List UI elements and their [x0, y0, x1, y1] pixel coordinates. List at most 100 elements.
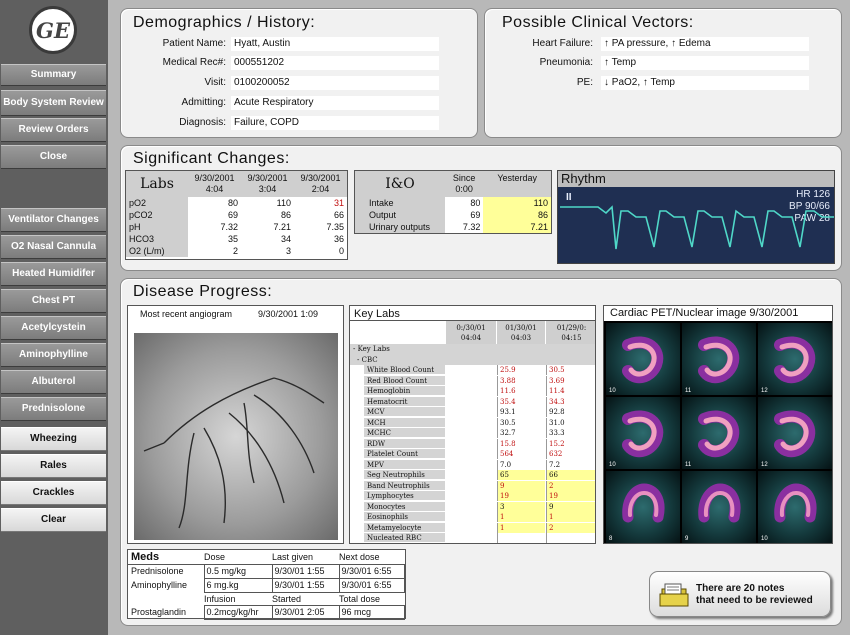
lab-value: 3 — [285, 246, 291, 256]
key-labs-col-date: 01/30/01 — [505, 324, 537, 332]
key-lab-name: Metamyelocyte — [364, 522, 445, 533]
key-lab-value: 92.8 — [546, 407, 595, 417]
med-dose: 0.5 mg/kg — [203, 563, 273, 579]
key-lab-row[interactable]: MPV 7.0 7.2 — [350, 459, 595, 471]
labs-col-date: 9/30/2001 — [194, 173, 235, 183]
myocardium-scan-icon — [622, 410, 664, 458]
key-lab-name: MCV — [364, 407, 445, 417]
key-lab-row[interactable]: Lymphocytes 19 19 — [350, 491, 595, 502]
key-labs-group[interactable]: - Key Labs — [350, 344, 595, 355]
notes-review-button[interactable]: There are 20 notes that need to be revie… — [649, 571, 831, 617]
key-lab-row[interactable]: Eosinophils 1 1 — [350, 512, 595, 523]
io-table: I&O Since 0:00 Yesterday Intake 80 110 Ou… — [354, 170, 552, 234]
labs-row-o2: O2 (L/m) 2 3 0 — [126, 245, 347, 257]
albuterol-button[interactable]: Albuterol — [1, 370, 106, 394]
lab-value: 7.35 — [326, 222, 344, 232]
key-lab-value: 19 — [497, 491, 545, 501]
patient-name-value: Hyatt, Austin — [231, 37, 439, 51]
pet-tile-label: 10 — [609, 462, 616, 468]
lab-name: pO2 — [126, 197, 188, 209]
key-lab-row[interactable]: MCHC 32.7 33.3 — [350, 428, 595, 439]
io-since-header: Since — [452, 173, 476, 183]
review-orders-button[interactable]: Review Orders — [1, 118, 106, 142]
key-lab-value: 2 — [546, 522, 595, 533]
key-lab-row[interactable]: Red Blood Count 3.88 3.69 — [350, 375, 595, 387]
key-lab-row[interactable]: Metamyelocyte 1 2 — [350, 522, 595, 534]
pneumonia-value: ↑ Temp — [601, 56, 809, 70]
lab-value: 31 — [333, 198, 344, 208]
visit-value: 0100200052 — [231, 76, 439, 90]
summary-button[interactable]: Summary — [1, 64, 106, 86]
close-button[interactable]: Close — [1, 145, 106, 169]
key-lab-row[interactable]: Hematocrit 35.4 34.3 — [350, 396, 595, 408]
key-lab-row[interactable]: MCH 30.5 31.0 — [350, 417, 595, 429]
key-lab-value: 3.69 — [546, 375, 595, 386]
key-lab-row[interactable]: White Blood Count 25.9 30.5 — [350, 365, 595, 376]
pet-tile[interactable]: 8 — [606, 471, 680, 543]
med-dose: 6 mg.kg — [203, 577, 273, 593]
o2-nasal-cannula-button[interactable]: O2 Nasal Cannula — [1, 235, 106, 259]
key-lab-name: Seg Neutrophils — [364, 470, 445, 480]
key-lab-value: 7.2 — [546, 459, 595, 470]
key-labs-panel: Key Labs 0:/30/01 04:04 01/30/01 04:03 01/… — [349, 305, 596, 544]
pet-tile[interactable]: 10 — [606, 397, 680, 469]
key-lab-row[interactable]: Band Neutrophils 9 2 — [350, 480, 595, 492]
key-lab-name: Nucleated RBC — [364, 533, 445, 543]
crackles-button[interactable]: Crackles — [1, 481, 106, 505]
pet-tile[interactable]: 12 — [758, 323, 832, 395]
key-lab-value: 31.0 — [546, 417, 595, 428]
key-lab-row[interactable]: Nucleated RBC — [350, 533, 595, 543]
key-lab-value: 30.5 — [546, 365, 595, 375]
key-lab-value: 66 — [546, 470, 595, 480]
pet-tile[interactable]: 9 — [682, 471, 756, 543]
body-system-review-button[interactable]: Body System Review — [1, 90, 106, 116]
notes-folder-icon — [659, 583, 689, 607]
io-row-urinary: Urinary outputs 7.32 7.21 — [355, 221, 551, 233]
rales-button[interactable]: Rales — [1, 454, 106, 478]
cbc-group[interactable]: - CBC — [350, 354, 595, 365]
clear-button[interactable]: Clear — [1, 508, 106, 532]
prednisolone-button[interactable]: Prednisolone — [1, 397, 106, 421]
labs-row-hco3: HCO3 35 34 36 — [126, 233, 347, 245]
key-lab-name: RDW — [364, 438, 445, 449]
infusion-dose: 0.2mcg/kg/hr — [203, 604, 273, 620]
med-next-dose: 9/30/01 6:55 — [338, 577, 405, 593]
key-lab-row[interactable]: Platelet Count 564 632 — [350, 449, 595, 460]
wheezing-button[interactable]: Wheezing — [1, 427, 106, 451]
key-lab-value: 564 — [497, 449, 545, 459]
acetylcystein-button[interactable]: Acetylcystein — [1, 316, 106, 340]
key-labs-col-time: 04:03 — [510, 334, 532, 342]
chest-pt-button[interactable]: Chest PT — [1, 289, 106, 313]
aminophylline-button[interactable]: Aminophylline — [1, 343, 106, 367]
pet-tile[interactable]: 10 — [606, 323, 680, 395]
lab-value: 34 — [280, 234, 291, 244]
io-value: 86 — [483, 209, 551, 221]
io-row-intake: Intake 80 110 — [355, 197, 551, 209]
key-lab-row[interactable]: Seg Neutrophils 65 66 — [350, 470, 595, 481]
lab-name: HCO3 — [126, 233, 188, 245]
heated-humidifier-button[interactable]: Heated Humidifer — [1, 262, 106, 286]
key-labs-col-date: 01/29/0: — [556, 324, 587, 332]
key-lab-value: 15.2 — [546, 438, 595, 449]
admitting-value: Acute Respiratory — [231, 96, 439, 110]
pet-tile[interactable]: 11 — [682, 323, 756, 395]
key-lab-row[interactable]: RDW 15.8 15.2 — [350, 438, 595, 450]
labs-table: Labs 9/30/2001 4:04 9/30/2001 3:04 9/30/20… — [125, 170, 348, 260]
meds-table: Meds Dose Last given Next dose Prednisol… — [127, 549, 406, 620]
angiogram-image[interactable] — [134, 333, 338, 540]
lab-value: 110 — [276, 198, 291, 208]
ventilator-changes-button[interactable]: Ventilator Changes — [1, 208, 106, 232]
key-lab-row[interactable]: Hemoglobin 11.6 11.4 — [350, 386, 595, 397]
started-header: Started — [272, 593, 302, 604]
pet-image-grid[interactable]: 10 11 12 10 11 12 8 9 10 — [606, 323, 832, 543]
pet-tile[interactable]: 12 — [758, 397, 832, 469]
key-lab-name: Platelet Count — [364, 449, 445, 459]
io-since-time: 0:00 — [455, 184, 473, 194]
pet-tile[interactable]: 10 — [758, 471, 832, 543]
key-lab-name: Hematocrit — [364, 396, 445, 407]
key-lab-row[interactable]: MCV 93.1 92.8 — [350, 407, 595, 418]
pet-tile[interactable]: 11 — [682, 397, 756, 469]
angiogram-date: 9/30/2001 1:09 — [258, 309, 319, 319]
key-lab-row[interactable]: Monocytes 3 9 — [350, 501, 595, 513]
lab-name: O2 (L/m) — [126, 245, 188, 257]
